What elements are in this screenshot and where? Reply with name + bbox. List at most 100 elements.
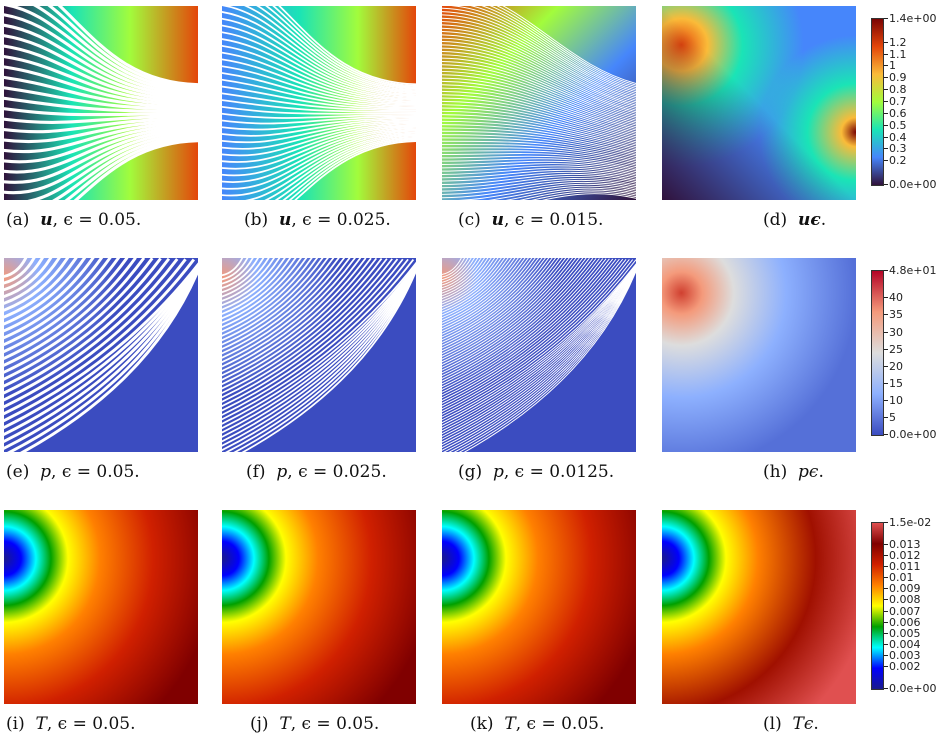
streamline-gap (442, 267, 636, 452)
streamline-gap (442, 258, 546, 343)
colorbar-tick-label: 40 (889, 291, 903, 305)
streamline-gap (222, 258, 259, 289)
streamline-gap (222, 264, 416, 438)
streamline-gap (442, 258, 550, 346)
streamline-gap (4, 265, 198, 450)
streamline-gap (442, 104, 636, 143)
streamline-gap (4, 258, 129, 360)
streamline-gap (519, 189, 636, 200)
streamline-gap (4, 258, 162, 388)
streamline-gap (264, 6, 416, 88)
colorbar-tick-label: 0.002 (889, 659, 921, 673)
streamline-gap (442, 258, 469, 281)
streamline-gap (442, 258, 506, 310)
streamline-gap (442, 110, 636, 146)
streamline-gap (442, 258, 607, 393)
streamline-gap (222, 258, 302, 324)
streamline-gap (222, 130, 416, 190)
streamline-gap (442, 24, 636, 103)
streamline-gap (442, 258, 486, 294)
streamline-gap (457, 183, 636, 200)
streamline-gap (64, 137, 198, 200)
colorbar-tick-label: 0.006 (889, 615, 921, 629)
streamline-gap (450, 6, 636, 93)
streamline-gap (442, 57, 636, 119)
streamline-gap (442, 37, 636, 109)
caption-c: (c) u, ϵ = 0.015. (458, 210, 604, 230)
colorbar-tickmark (884, 382, 888, 384)
colorbar-tick-label: 0.2 (889, 154, 907, 168)
panel-i-temperature (4, 510, 198, 704)
streamline-gap (442, 144, 636, 163)
colorbar-tick-label: 35 (889, 308, 903, 322)
streamline-gap (470, 6, 636, 91)
streamline-gap (222, 266, 416, 447)
streamline-gap (442, 21, 636, 101)
streamline-gap (4, 258, 121, 354)
streamline-gap (442, 11, 636, 96)
streamline-gap (442, 114, 636, 148)
streamline-gap (222, 6, 416, 93)
colorbar-tickmark (884, 89, 888, 91)
streamline-gap (442, 107, 636, 144)
streamline-gap (222, 258, 351, 364)
streamline-gap (442, 165, 636, 176)
streamline-gap (442, 258, 529, 330)
streamline-gap (442, 67, 636, 124)
streamline-gap (4, 114, 198, 124)
streamline-gap (442, 137, 636, 159)
streamline-gap (442, 259, 630, 413)
streamline-gap (222, 258, 372, 381)
streamline-gap (442, 97, 636, 139)
streamline-gap (442, 258, 620, 404)
colorbar-tickmark (884, 621, 888, 623)
colorbar-tickmark (884, 555, 888, 557)
streamline-gap (4, 119, 198, 144)
streamline-gap (442, 74, 636, 128)
streamline-gap (442, 150, 636, 166)
streamline-gap (442, 100, 636, 141)
streamline-gap (442, 263, 636, 421)
colorbar-tickmark (884, 522, 888, 523)
streamline-gap (488, 185, 636, 200)
streamline-bands (222, 258, 416, 452)
streamline-gap (4, 264, 198, 443)
colorbar-tick-label: 0.0e+00 (889, 682, 937, 695)
streamline-gap (4, 123, 198, 164)
caption-d: (d) uϵ. (763, 210, 827, 230)
streamline-gap (4, 125, 198, 174)
streamline-gap (4, 258, 28, 278)
colorbar-tickmark (884, 654, 888, 656)
streamline-gap (442, 64, 636, 123)
colorbar-tickmark (884, 18, 888, 19)
colorbar-tickmark (884, 434, 888, 435)
streamline-gap (222, 11, 416, 94)
streamline-gap (222, 58, 416, 105)
streamline-gap (222, 85, 416, 110)
streamline-gap (4, 258, 179, 402)
streamline-gap (442, 264, 636, 424)
streamline-gap (442, 258, 472, 283)
streamline-gap (4, 116, 198, 134)
colorbar-tickmark (884, 184, 888, 185)
caption-b: (b) u, ϵ = 0.025. (244, 210, 391, 230)
streamline-gap (442, 127, 636, 154)
streamline-gap (19, 266, 198, 452)
streamline-gap (4, 258, 36, 285)
streamline-gap (442, 258, 580, 371)
streamline-gap (73, 139, 198, 200)
streamline-gap (224, 267, 416, 452)
streamline-gap (442, 267, 636, 451)
streamline-gap (222, 99, 416, 113)
streamline-gap (4, 258, 146, 374)
streamline-gap (222, 258, 362, 372)
streamline-gap (47, 6, 198, 89)
streamline-gap (442, 258, 567, 360)
colorbar-tickmark (884, 599, 888, 601)
streamline-gap (442, 258, 523, 324)
streamline-gap (442, 258, 533, 332)
streamline-gap (442, 258, 502, 308)
streamline-gap (442, 258, 540, 338)
streamline-gap (4, 263, 198, 437)
colorbar-tick-label: 0.013 (889, 538, 921, 552)
